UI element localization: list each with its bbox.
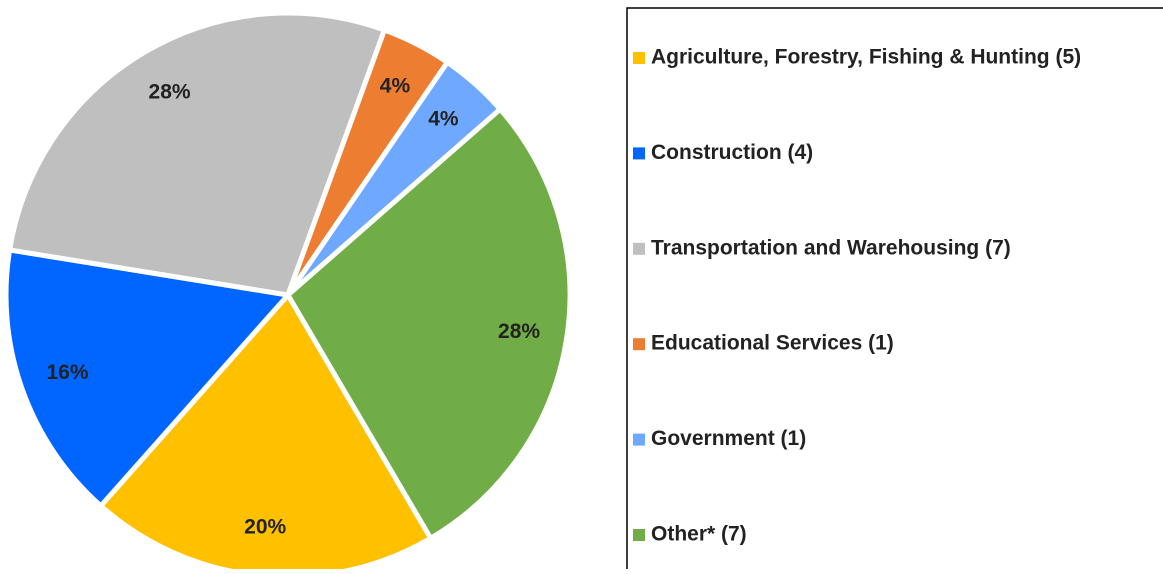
legend-marker [633,147,645,160]
legend-box [626,7,1163,574]
legend-label: Construction (4) [651,141,813,164]
legend-label: Agriculture, Forestry, Fishing & Hunting… [651,46,1081,69]
pie-slice [3,247,293,510]
legend-marker [633,529,645,541]
legend-label: Educational Services (1) [651,332,894,355]
legend-marker [633,242,645,255]
data-label: 4% [380,74,411,97]
data-label: 16% [46,361,88,384]
data-label: 28% [498,320,540,343]
pie-slice [284,105,573,542]
legend-label: Government (1) [651,427,806,450]
data-label: 28% [149,81,191,104]
pie-slice [97,290,435,574]
legend-marker [633,52,645,64]
legend-marker [633,433,645,446]
legend-label: Other* (7) [651,523,747,546]
pie-slice [6,10,388,298]
legend-marker [633,338,645,351]
legend-label: Transportation and Warehousing (7) [651,236,1011,259]
data-label: 20% [244,515,286,538]
data-label: 4% [428,108,459,131]
